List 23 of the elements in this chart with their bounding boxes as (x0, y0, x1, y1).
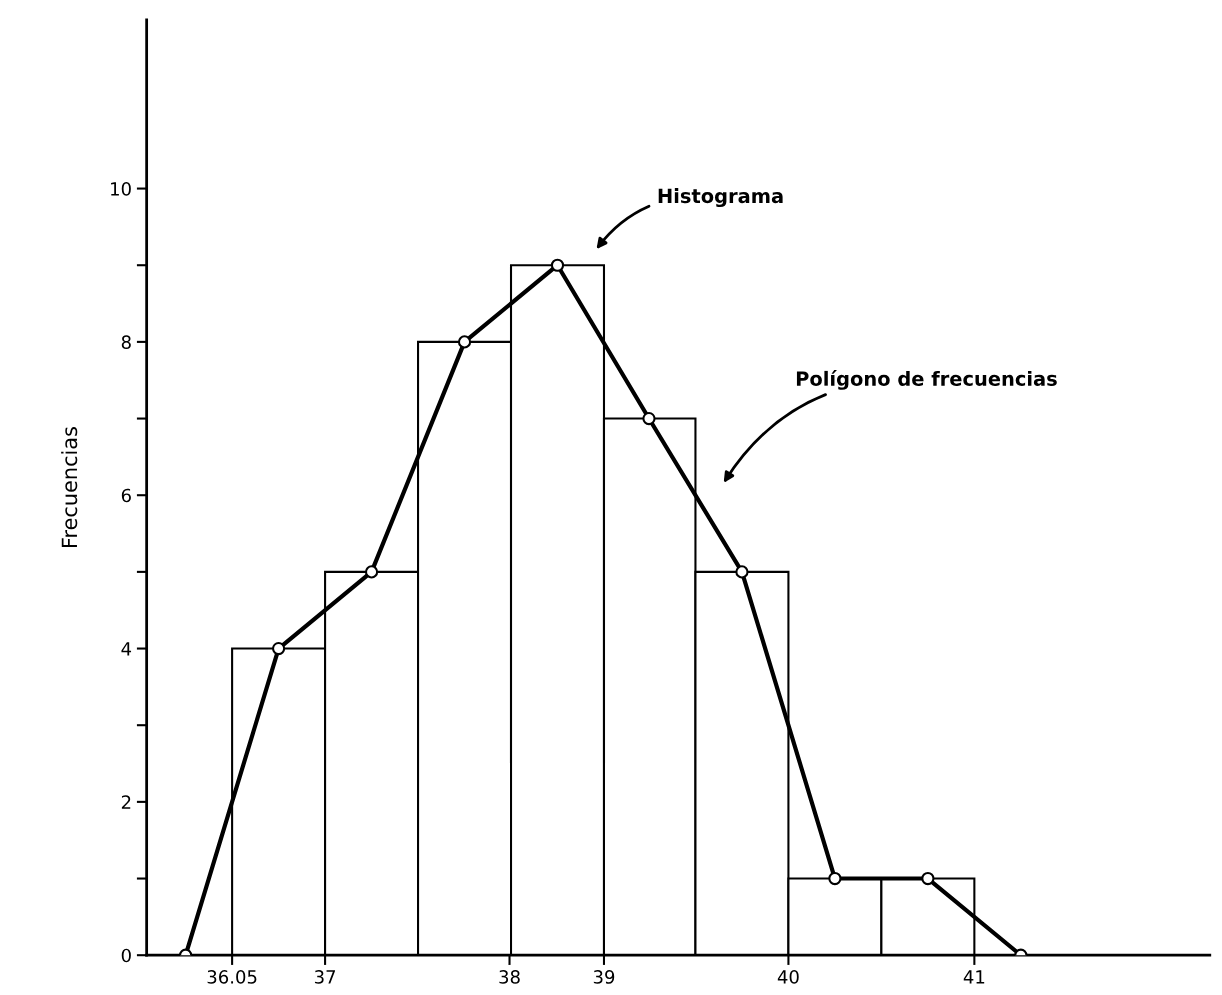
x-tick-label: 41 (963, 970, 985, 984)
y-axis-title: Frecuencias (61, 427, 78, 547)
y-tick-label: 6 (121, 488, 131, 503)
annotation: Polígono de frecuencias (796, 370, 1057, 390)
point (550, 258, 565, 272)
x-tick-label: 40 (777, 970, 799, 984)
y-tick-label: 8 (121, 335, 131, 349)
point (272, 641, 286, 656)
annotation: Histograma (658, 188, 783, 208)
point (735, 565, 749, 579)
x-tick-label: 36.05 (207, 970, 257, 984)
y-tick-label: 0 (121, 948, 131, 963)
y-tick-label: 10 (111, 182, 131, 196)
point (457, 335, 472, 349)
point (828, 871, 842, 886)
y-tick-label: 2 (121, 795, 131, 809)
x-tick-label: 38 (499, 970, 520, 984)
x-tick-label: 37 (314, 970, 336, 984)
point (921, 871, 935, 886)
x-tick-label: 39 (593, 970, 615, 984)
point (364, 565, 379, 579)
y-tick-label: 4 (121, 642, 132, 656)
point (642, 411, 656, 426)
